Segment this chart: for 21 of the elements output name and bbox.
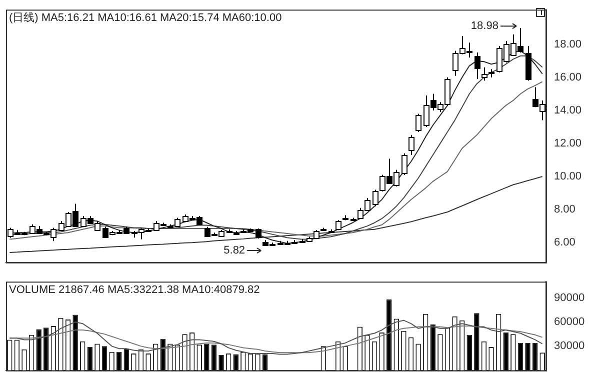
candlestick — [474, 52, 480, 80]
y-tick-label: 14.00 — [554, 104, 582, 116]
candlestick — [372, 189, 378, 207]
y-tick-label: 8.00 — [554, 204, 576, 216]
candlestick — [256, 228, 262, 239]
y-tick-label: 12.00 — [554, 137, 582, 150]
annotation: 5.82 — [224, 244, 246, 257]
y-tick-label: 10.00 — [554, 170, 582, 183]
y-tick-label: 30000 — [554, 340, 585, 352]
y-tick-label: 16.00 — [554, 71, 582, 84]
annotation: 18.98 — [470, 20, 498, 32]
y-tick-label: 6.00 — [554, 236, 576, 249]
candlestick — [402, 152, 408, 176]
chart-title: (日线) MA5:16.21 MA10:16.61 MA20:15.74 MA60:10.00 — [9, 11, 282, 24]
y-tick-label: 60000 — [554, 316, 585, 328]
y-tick-label: 18.00 — [554, 38, 582, 50]
candlestick — [408, 134, 414, 156]
candlestick — [416, 113, 422, 132]
y-tick-label: 90000 — [554, 292, 585, 304]
chart-title: VOLUME 21867.46 MA5:33221.38 MA10:40879.82 — [9, 284, 260, 296]
candlestick — [482, 66, 488, 82]
